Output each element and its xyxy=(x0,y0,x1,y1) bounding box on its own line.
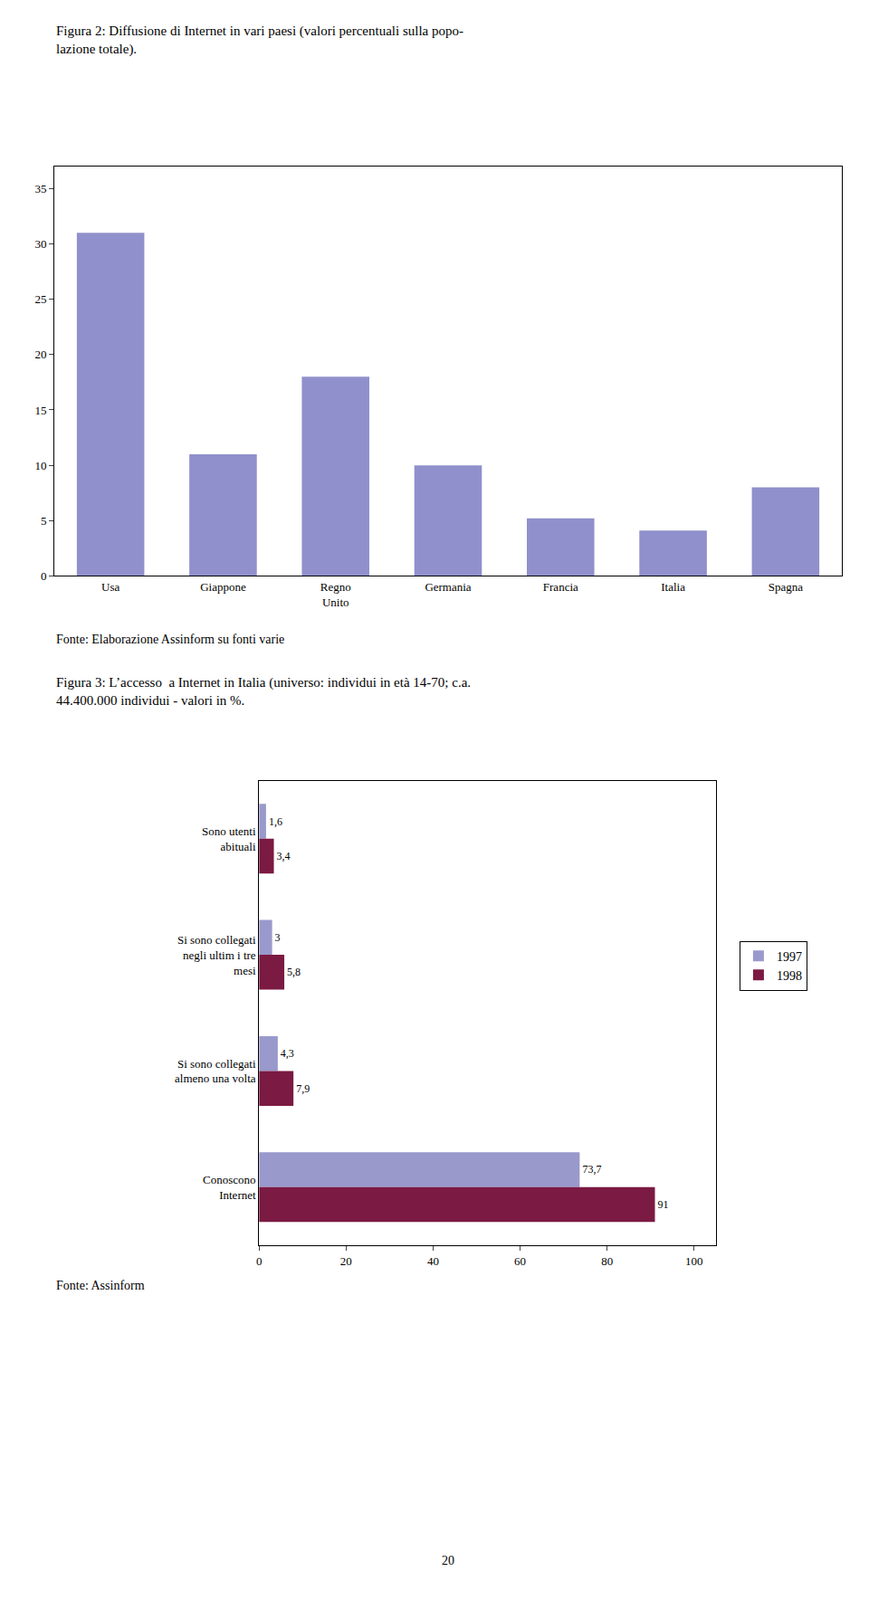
svg-text:20: 20 xyxy=(441,1554,455,1568)
svg-text:1,6: 1,6 xyxy=(268,815,283,829)
svg-text:30: 30 xyxy=(34,237,47,251)
svg-text:4,3: 4,3 xyxy=(280,1047,295,1060)
svg-text:0: 0 xyxy=(256,1254,263,1269)
svg-text:73,7: 73,7 xyxy=(582,1163,602,1176)
svg-text:5: 5 xyxy=(40,514,48,528)
svg-text:Si sono collegatinegli ultim i: Si sono collegatinegli ultim i tremesi xyxy=(177,933,257,978)
svg-text:20: 20 xyxy=(340,1254,353,1269)
svg-text:Sono utentiabituali: Sono utentiabituali xyxy=(201,824,257,854)
svg-text:20: 20 xyxy=(34,347,47,362)
svg-text:RegnoUnito: RegnoUnito xyxy=(320,580,352,610)
svg-text:5,8: 5,8 xyxy=(286,965,301,979)
svg-text:Figura 2: Diffusione di Intern: Figura 2: Diffusione di Internet in vari… xyxy=(56,23,464,58)
svg-text:35: 35 xyxy=(34,181,47,196)
svg-text:Fonte: Elaborazione Assinform: Fonte: Elaborazione Assinform su fonti v… xyxy=(56,632,285,647)
svg-text:Si sono collegatialmeno una vo: Si sono collegatialmeno una volta xyxy=(174,1057,257,1087)
svg-text:3,4: 3,4 xyxy=(276,849,291,863)
svg-text:15: 15 xyxy=(34,403,47,418)
svg-text:0: 0 xyxy=(40,569,48,583)
svg-text:3: 3 xyxy=(275,931,281,945)
svg-text:40: 40 xyxy=(427,1254,440,1269)
svg-text:10: 10 xyxy=(34,458,47,473)
svg-text:Fonte: Assinform: Fonte: Assinform xyxy=(56,1279,145,1293)
svg-text:1997: 1997 xyxy=(776,950,803,965)
svg-text:Figura 3: L’accesso a Interne: Figura 3: L’accesso a Internet in Italia… xyxy=(56,675,471,708)
svg-text:ConosconoInternet: ConosconoInternet xyxy=(202,1173,257,1203)
svg-text:25: 25 xyxy=(34,292,47,306)
svg-text:Italia: Italia xyxy=(660,580,686,594)
svg-text:Spagna: Spagna xyxy=(768,580,804,594)
svg-text:1998: 1998 xyxy=(776,969,803,984)
svg-text:Usa: Usa xyxy=(101,580,120,594)
svg-text:91: 91 xyxy=(658,1198,669,1212)
svg-text:60: 60 xyxy=(514,1254,526,1269)
svg-text:Francia: Francia xyxy=(543,580,579,594)
svg-text:80: 80 xyxy=(601,1254,613,1269)
svg-text:7,9: 7,9 xyxy=(296,1082,310,1096)
svg-text:Germania: Germania xyxy=(424,580,471,594)
svg-text:100: 100 xyxy=(685,1254,704,1269)
svg-text:Giappone: Giappone xyxy=(200,580,247,594)
